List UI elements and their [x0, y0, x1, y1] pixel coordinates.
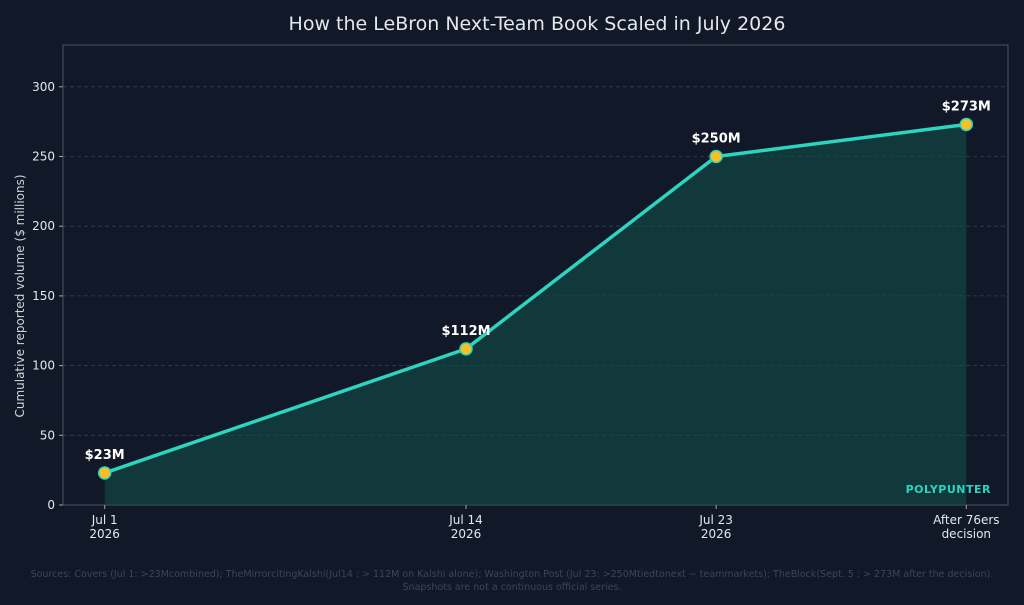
- y-axis-label: Cumulative reported volume ($ millions): [13, 174, 27, 417]
- data-label: $250M: [692, 132, 741, 147]
- x-tick-label: Jul 23: [698, 513, 733, 527]
- x-tick-label: decision: [942, 527, 991, 541]
- y-tick-label: 50: [40, 428, 55, 442]
- x-tick-label: Jul 1: [91, 513, 118, 527]
- data-label: $273M: [942, 99, 991, 114]
- area-fill: [104, 124, 967, 506]
- watermark: POLYPUNTER: [906, 483, 991, 496]
- series-line: [102, 122, 969, 475]
- y-tick-label: 150: [32, 289, 55, 303]
- y-tick-label: 100: [32, 359, 55, 373]
- series-area: [102, 122, 969, 506]
- data-point: [709, 149, 723, 164]
- y-axis-ticks: 0 50 100 150 200 250 300: [32, 80, 63, 512]
- data-point: [97, 466, 112, 480]
- source-note-line-2: Snapshots are not a continuous official …: [403, 582, 622, 593]
- data-labels: $23M $112M $250M $273M: [85, 99, 991, 462]
- y-tick-label: 250: [32, 150, 55, 164]
- y-tick-label: 200: [32, 219, 55, 233]
- x-tick-label: 2026: [701, 527, 732, 541]
- x-tick-label: 2026: [451, 527, 482, 541]
- data-point: [459, 342, 473, 356]
- chart-title: How the LeBron Next-Team Book Scaled in …: [289, 13, 786, 35]
- series-markers: [97, 117, 974, 480]
- data-point: [959, 117, 974, 132]
- x-tick-label: After 76ers: [933, 513, 999, 527]
- y-tick-label: 0: [47, 498, 55, 512]
- data-label: $23M: [85, 448, 125, 463]
- source-note-line-1: Sources: Covers (Jul 1: >23Mcombined); T…: [31, 569, 994, 580]
- data-label: $112M: [441, 324, 490, 339]
- x-tick-label: Jul 14: [448, 513, 483, 527]
- y-tick-label: 300: [32, 80, 55, 94]
- x-tick-label: 2026: [89, 527, 120, 541]
